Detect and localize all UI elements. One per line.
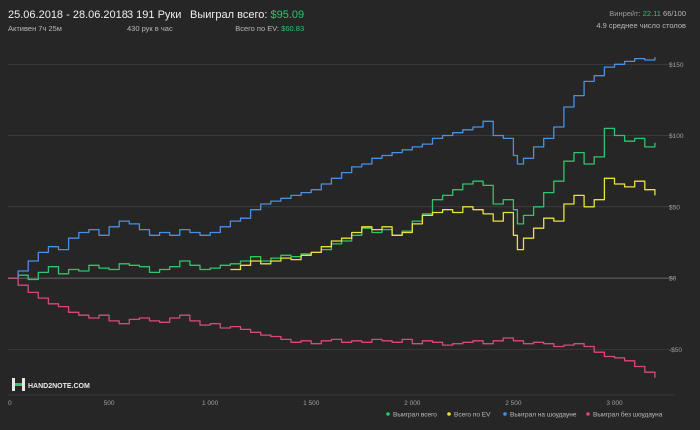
y-tick-label: $0 (669, 276, 677, 283)
winrate-label: Винрейт: (609, 9, 641, 18)
x-tick-label: 2 000 (404, 400, 421, 407)
summary-header: 25.06.2018 - 28.06.2018 Активен 7ч 25м 3… (0, 0, 700, 46)
chart-legend: Выиграл всего Всего по EV Выиграл на шоуда… (386, 411, 663, 419)
legend-marker (503, 412, 507, 416)
x-tick-label: 1 000 (202, 400, 219, 407)
chart-grid: -$50 $0 $50 $100 $150 (8, 62, 684, 354)
y-tick-label: $100 (669, 133, 684, 140)
chart-series (8, 57, 656, 378)
hands-per-hour: 430 рук в час (127, 24, 173, 33)
legend-label: Выиграл всего (393, 412, 437, 419)
hand2note-logo: HAND2NOTE.COM (12, 378, 90, 391)
x-tick-label: 2 500 (505, 400, 522, 407)
legend-item-3[interactable]: Выиграл на шоудауне (503, 412, 577, 419)
x-tick-label: 1 500 (303, 400, 320, 407)
ev-total: Всего по EV: $60.83 (190, 24, 304, 33)
hands-count: 3 191 Руки (127, 9, 182, 21)
active-time: Активен 7ч 25м (8, 24, 62, 33)
legend-marker (386, 412, 390, 416)
winrate-hands: 66/100 (663, 9, 686, 18)
y-tick-label: -$50 (669, 347, 682, 354)
series-line-2 (230, 177, 656, 271)
logo-mark-right (22, 378, 25, 391)
date-range-block: 25.06.2018 - 28.06.2018 Активен 7ч 25м (8, 9, 128, 33)
x-tick-label: 3 000 (606, 400, 623, 407)
legend-item-1[interactable]: Выиграл всего (386, 412, 437, 419)
ev-total-value: $60.83 (281, 24, 305, 33)
legend-marker (586, 412, 590, 416)
winrate-value: 22.11 (642, 9, 661, 18)
legend-item-4[interactable]: Выиграл без шоудауна (586, 411, 663, 419)
legend-label: Выиграл на шоудауне (510, 412, 577, 419)
won-total-label: Выиграл всего: (190, 9, 268, 21)
date-range: 25.06.2018 - 28.06.2018 (8, 9, 128, 21)
logo-text: HAND2NOTE.COM (28, 383, 90, 390)
hands-block: 3 191 Руки 430 рук в час (127, 9, 181, 33)
won-total-value: $95.09 (270, 9, 305, 21)
won-total: Выиграл всего: $95.09 (190, 9, 304, 21)
legend-marker (447, 412, 451, 416)
x-tick-label: 500 (104, 400, 115, 407)
series-line-1 (8, 127, 656, 281)
winrate-block: Винрейт: 22.11 66/100 4.9 среднее число … (596, 9, 686, 30)
avg-tables: 4.9 среднее число столов (596, 21, 686, 30)
series-line-4 (8, 277, 656, 378)
y-tick-label: $150 (669, 62, 684, 69)
legend-item-2[interactable]: Всего по EV (447, 412, 491, 419)
ev-total-label: Всего по EV: (235, 24, 280, 33)
logo-mark-bar (15, 383, 22, 386)
y-tick-label: $50 (669, 204, 680, 211)
series-line-3 (8, 57, 656, 279)
legend-label: Выиграл без шоудауна (593, 411, 663, 419)
x-tick-label: 0 (8, 400, 12, 407)
x-axis: 0 500 1 000 1 500 2 000 2 500 3 000 (8, 394, 675, 407)
logo-mark-left (12, 378, 15, 391)
totals-block: Выиграл всего: $95.09 Всего по EV: $60.8… (190, 9, 304, 33)
winrate: Винрейт: 22.11 66/100 (596, 9, 686, 18)
legend-label: Всего по EV (454, 412, 491, 419)
